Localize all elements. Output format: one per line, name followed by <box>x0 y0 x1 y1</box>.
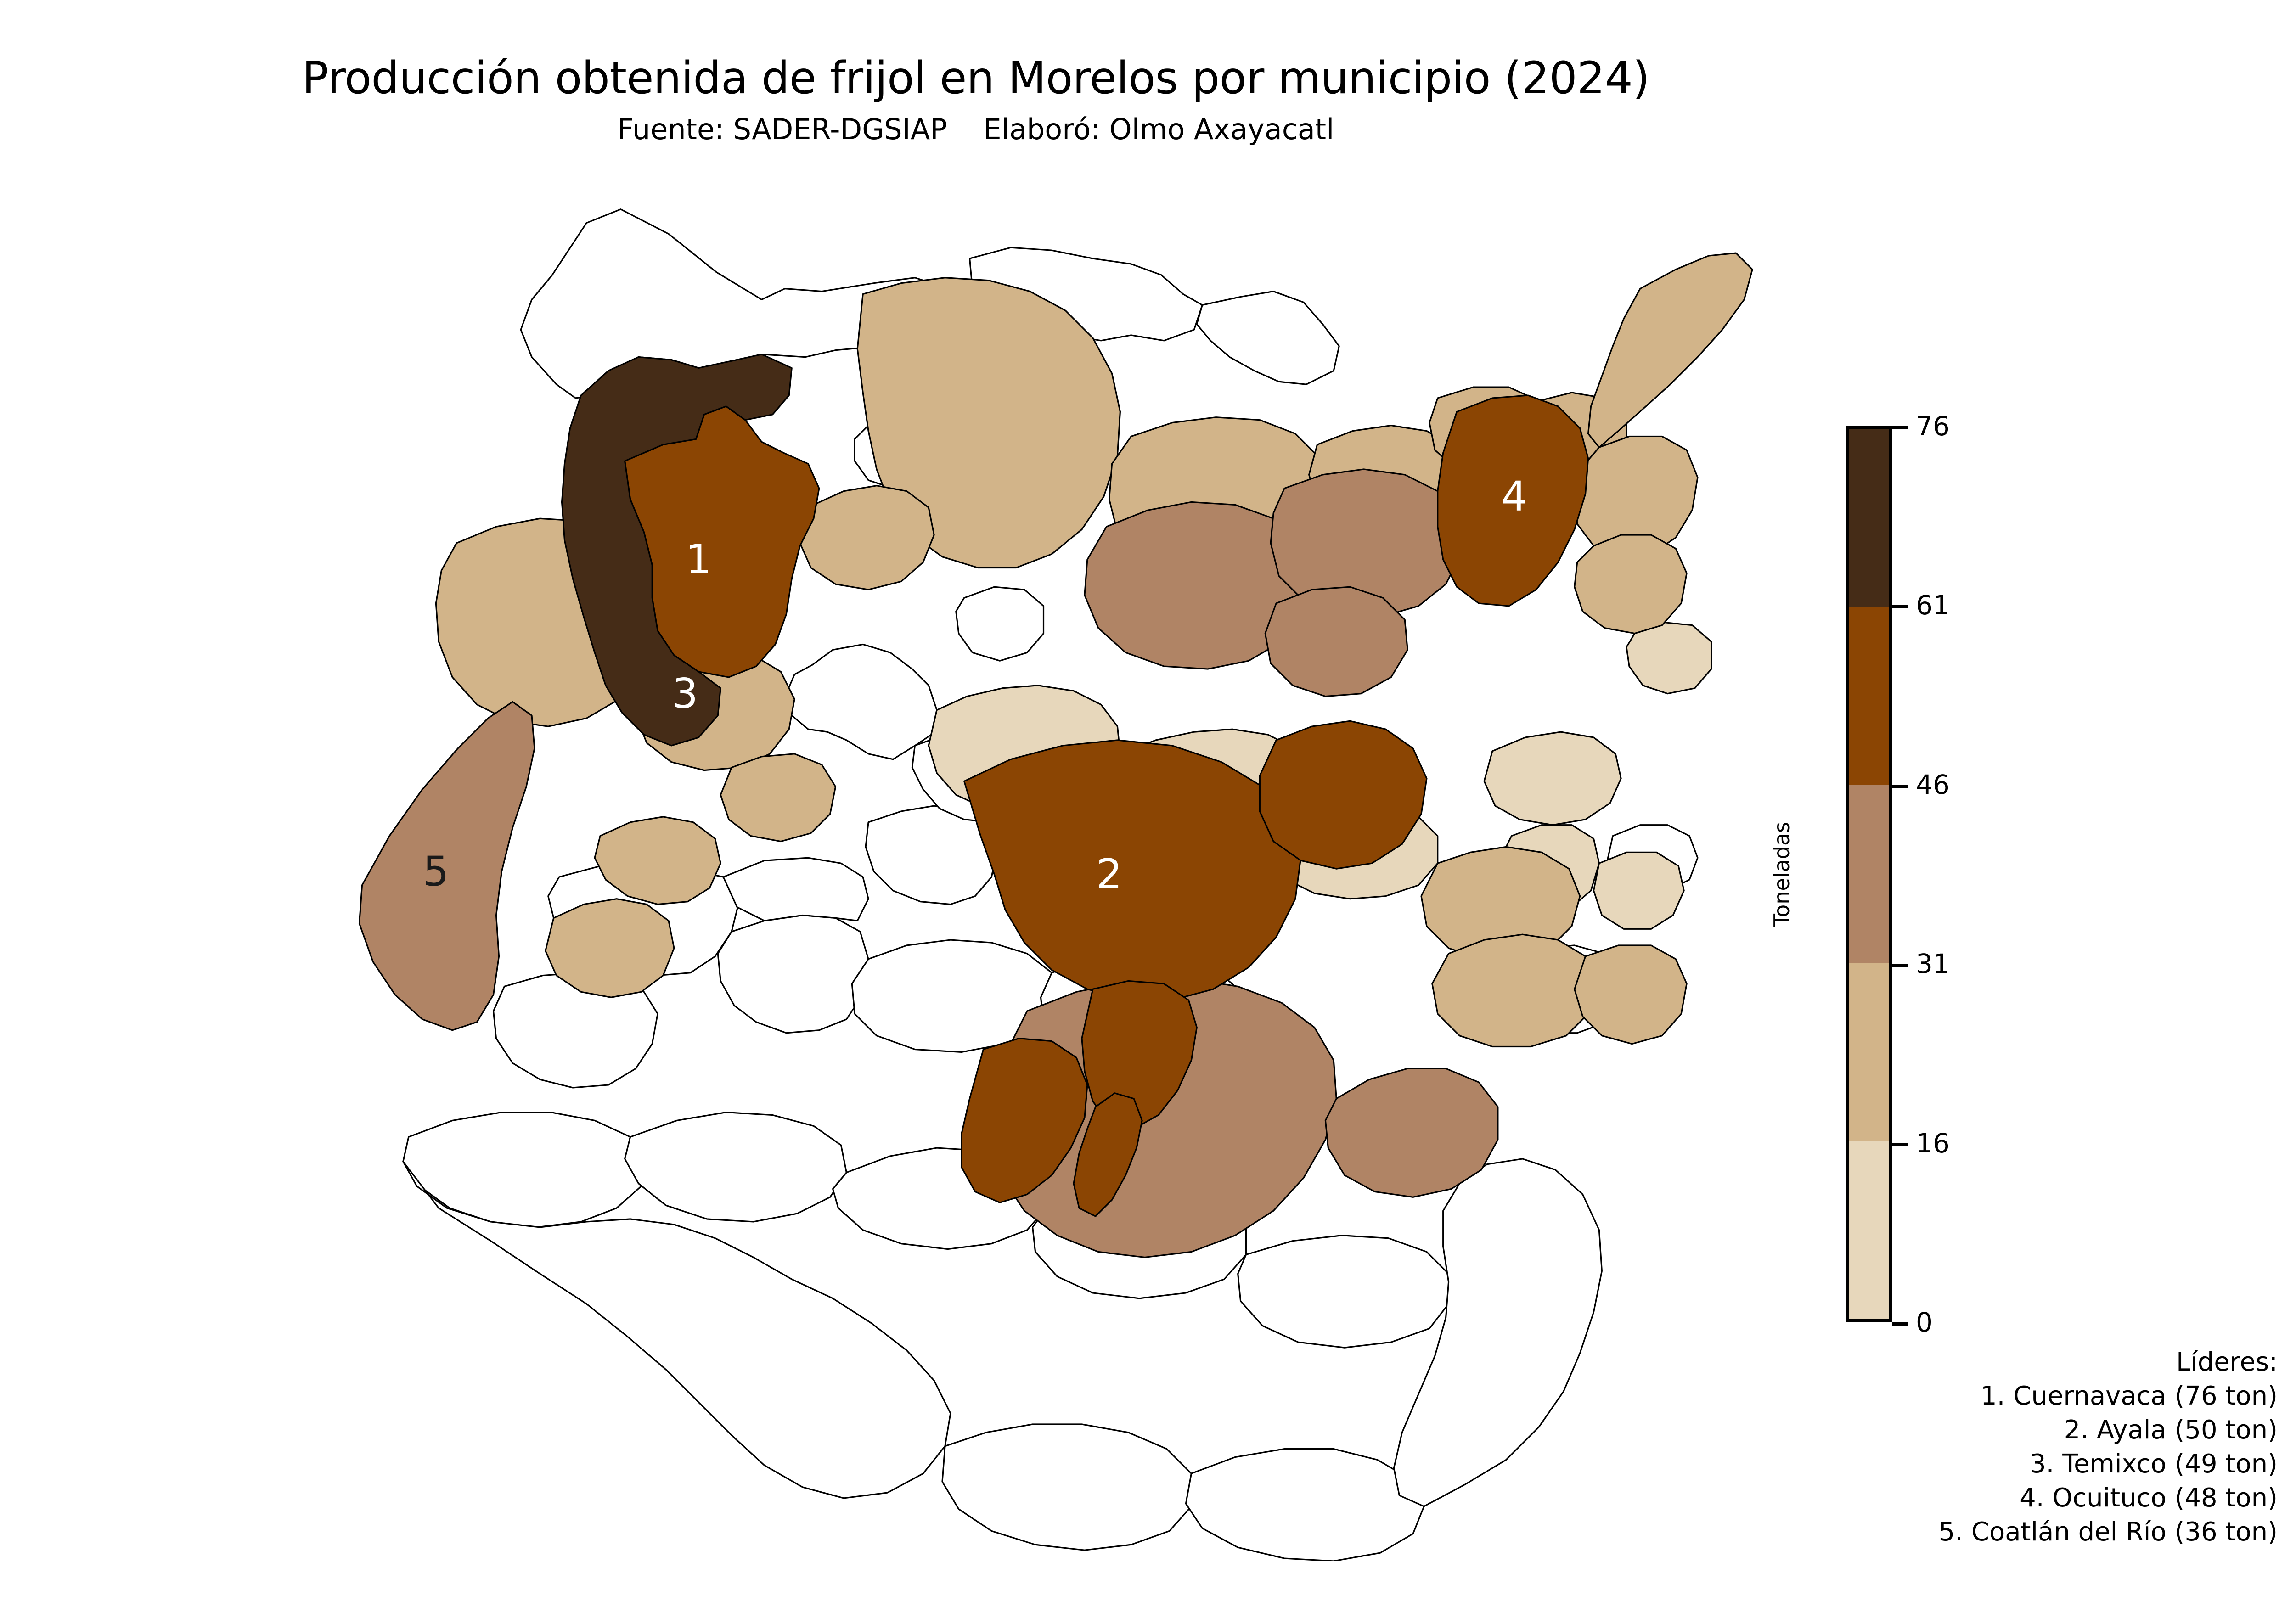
municipality-region[interactable] <box>1484 732 1621 825</box>
title-block: Producción obtenida de frijol en Morelos… <box>0 55 1952 144</box>
colorbar-axis-label: Toneladas <box>1769 821 1794 927</box>
municipality-region[interactable] <box>1325 1068 1497 1197</box>
map-label-4: 4 <box>1501 473 1527 521</box>
municipality-region[interactable] <box>1432 934 1597 1046</box>
municipality-region[interactable] <box>562 354 792 746</box>
leader-item-4: 4. Ocuituco (48 ton) <box>2020 1483 2278 1513</box>
colorbar-band-16-31 <box>1849 963 1889 1141</box>
leader-item-1: 1. Cuernavaca (76 ton) <box>1981 1381 2278 1411</box>
leaders-heading: Líderes: <box>2176 1347 2278 1377</box>
municipality-region[interactable] <box>1186 1449 1424 1561</box>
morelos-municipalities-svg[interactable]: 1 2 3 4 5 <box>321 193 1837 1561</box>
municipality-region[interactable] <box>1438 395 1588 606</box>
municipality-region[interactable] <box>723 858 868 921</box>
municipality-region[interactable] <box>1421 847 1580 959</box>
choropleth-map[interactable]: 1 2 3 4 5 <box>321 193 1837 1561</box>
colorbar-tick-label-61: 61 <box>1916 590 1950 621</box>
map-label-1: 1 <box>686 536 712 584</box>
municipality-region[interactable] <box>1082 981 1197 1129</box>
municipality-region[interactable] <box>1074 1093 1142 1216</box>
colorbar-tick-mark <box>1892 426 1908 429</box>
municipality-region[interactable] <box>1271 469 1462 617</box>
municipality-region[interactable] <box>1197 292 1339 385</box>
municipality-region[interactable] <box>403 1162 951 1498</box>
municipality-region[interactable] <box>1626 623 1711 694</box>
municipality-region[interactable] <box>942 1424 1191 1550</box>
colorbar-band-31-46 <box>1849 785 1889 963</box>
leader-item-3: 3. Temixco (49 ton) <box>2030 1449 2278 1479</box>
municipality-region[interactable] <box>962 1039 1087 1203</box>
map-label-3: 3 <box>672 670 698 718</box>
colorbar-band-0-16 <box>1849 1141 1889 1319</box>
municipality-region[interactable] <box>1260 721 1427 869</box>
municipality-region[interactable] <box>956 587 1044 661</box>
map-label-5: 5 <box>423 848 449 895</box>
colorbar-tick-mark <box>1892 964 1908 967</box>
municipality-region[interactable] <box>964 740 1301 1000</box>
municipality-region[interactable] <box>1575 945 1687 1044</box>
municipality-region[interactable] <box>546 899 674 998</box>
colorbar-tick-mark <box>1892 1322 1908 1326</box>
colorbar-band-46-61 <box>1849 607 1889 786</box>
municipality-region[interactable] <box>720 754 835 842</box>
colorbar-tick-label-76: 76 <box>1916 410 1950 442</box>
municipality-region[interactable] <box>403 1113 649 1227</box>
municipality-region[interactable] <box>1394 1159 1602 1506</box>
colorbar: 76 61 46 31 16 0 Toneladas <box>1769 413 1950 1336</box>
municipality-region[interactable] <box>786 644 937 759</box>
municipality-region[interactable] <box>800 486 934 590</box>
municipality-region[interactable] <box>625 1113 847 1222</box>
municipality-region[interactable] <box>1575 535 1687 634</box>
page-title: Producción obtenida de frijol en Morelos… <box>302 52 1650 104</box>
municipality-region[interactable] <box>718 915 868 1033</box>
leader-item-5: 5. Coatlán del Río (36 ton) <box>1938 1517 2278 1547</box>
colorbar-band-61-76 <box>1849 429 1889 607</box>
municipality-region[interactable] <box>1238 1236 1449 1348</box>
colorbar-tick-label-46: 46 <box>1916 769 1950 800</box>
colorbar-tick-label-0: 0 <box>1916 1307 1933 1338</box>
colorbar-gradient <box>1846 426 1892 1322</box>
colorbar-tick-mark <box>1892 785 1908 788</box>
municipality-region[interactable] <box>1593 852 1684 929</box>
municipality-region[interactable] <box>1265 587 1407 696</box>
page-subtitle: Fuente: SADER-DGSIAP Elaboró: Olmo Axaya… <box>617 112 1334 146</box>
map-label-2: 2 <box>1096 850 1122 898</box>
colorbar-tick-mark <box>1892 1143 1908 1146</box>
leader-item-2: 2. Ayala (50 ton) <box>2064 1415 2278 1445</box>
colorbar-tick-label-31: 31 <box>1916 948 1950 979</box>
colorbar-tick-mark <box>1892 605 1908 608</box>
municipality-region[interactable] <box>857 278 1120 568</box>
leaders-legend: Líderes: 1. Cuernavaca (76 ton) 2. Ayala… <box>1939 1345 2278 1549</box>
municipality-region[interactable] <box>1588 253 1753 447</box>
municipality-region[interactable] <box>595 817 720 905</box>
colorbar-tick-label-16: 16 <box>1916 1128 1950 1159</box>
municipality-region[interactable] <box>360 702 535 1030</box>
